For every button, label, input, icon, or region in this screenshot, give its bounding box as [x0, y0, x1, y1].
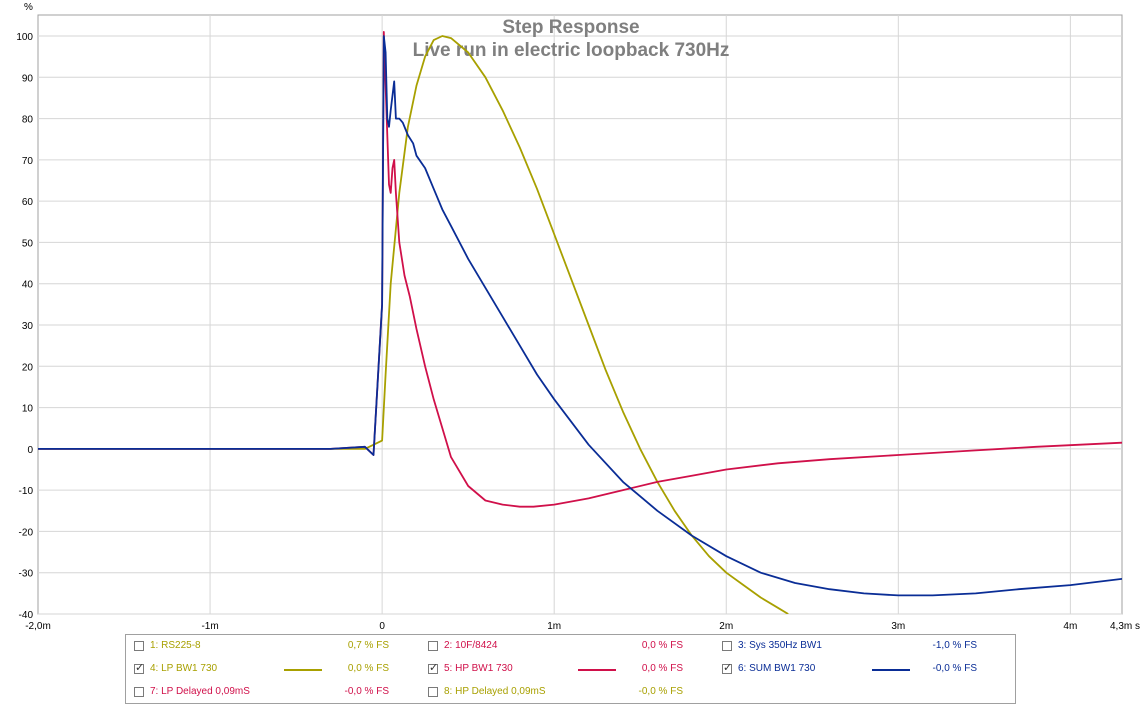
y-tick-label: 40 [22, 280, 34, 291]
y-tick-label: -40 [19, 610, 34, 621]
legend-label: 5: HP BW1 730 [444, 663, 513, 674]
check-icon: ✓ [723, 661, 733, 674]
legend-label: 2: 10F/8424 [444, 640, 498, 651]
legend-item: 7: LP Delayed 0,09mS -0,0 % FS [134, 686, 404, 701]
legend-item: 3: Sys 350Hz BW1 -1,0 % FS [722, 640, 992, 655]
legend-label: 7: LP Delayed 0,09mS [150, 686, 250, 697]
y-tick-label: 80 [22, 115, 34, 126]
legend-item: 1: RS225-8 0,7 % FS [134, 640, 404, 655]
y-tick-label: 50 [22, 238, 34, 249]
x-tick-label: 0 [379, 621, 385, 632]
y-axis-label: % [24, 2, 33, 13]
y-tick-label: 10 [22, 404, 34, 415]
y-tick-label: 60 [22, 197, 34, 208]
legend-checkbox[interactable] [134, 641, 144, 651]
legend-value: 0,0 % FS [641, 640, 683, 651]
legend-value: -1,0 % FS [932, 640, 977, 651]
y-tick-label: -20 [19, 527, 34, 538]
x-tick-label: 1m [547, 621, 561, 632]
y-tick-label: 100 [16, 32, 33, 43]
x-tick-label: -2,0m [25, 621, 51, 632]
legend-item: ✓ 4: LP BW1 730 0,0 % FS [134, 661, 404, 678]
legend-value: -0,0 % FS [638, 686, 683, 697]
x-tick-label: 4,3m s [1110, 621, 1140, 632]
legend-item: ✓ 5: HP BW1 730 0,0 % FS [428, 661, 698, 678]
legend-checkbox[interactable] [134, 687, 144, 697]
series-line-3 [38, 35, 1122, 597]
chart-title: Step Response [502, 17, 639, 38]
y-tick-label: 30 [22, 321, 34, 332]
legend-item: 8: HP Delayed 0,09mS -0,0 % FS [428, 686, 698, 701]
legend-value: 0,0 % FS [641, 663, 683, 674]
legend: 1: RS225-8 0,7 % FS 2: 10F/8424 0,0 % FS 3: … [125, 634, 1016, 704]
legend-line-swatch [284, 669, 322, 671]
chart-subtitle: Live run in electric loopback 730Hz [413, 40, 730, 61]
check-icon: ✓ [135, 661, 145, 674]
legend-label: 4: LP BW1 730 [150, 663, 218, 674]
legend-value: -0,0 % FS [344, 686, 389, 697]
series-lines [38, 30, 1122, 614]
legend-checkbox[interactable]: ✓ [134, 661, 145, 674]
legend-label: 8: HP Delayed 0,09mS [444, 686, 546, 697]
legend-line-swatch [578, 669, 616, 671]
plot-area [37, 14, 1123, 615]
legend-label: 1: RS225-8 [150, 640, 201, 651]
legend-item: 2: 10F/8424 0,0 % FS [428, 640, 698, 655]
legend-value: -0,0 % FS [932, 663, 977, 674]
y-tick-label: 0 [27, 445, 33, 456]
legend-checkbox[interactable]: ✓ [722, 661, 733, 674]
x-tick-labels: -2,0m -1m 0 1m 2m 3m 4m 4,3m s [25, 621, 1140, 632]
series-line-1 [38, 35, 789, 614]
legend-label: 6: SUM BW1 730 [738, 663, 816, 674]
legend-value: 0,7 % FS [347, 640, 389, 651]
y-tick-label: 90 [22, 73, 34, 84]
x-tick-label: 3m [891, 621, 905, 632]
y-tick-label: -10 [19, 486, 34, 497]
legend-checkbox[interactable] [722, 641, 732, 651]
legend-checkbox[interactable]: ✓ [428, 661, 439, 674]
y-tick-label: -30 [19, 569, 34, 580]
y-tick-label: 20 [22, 362, 34, 373]
legend-label: 3: Sys 350Hz BW1 [738, 640, 822, 651]
legend-item: ✓ 6: SUM BW1 730 -0,0 % FS [722, 661, 992, 678]
x-tick-label: 4m [1063, 621, 1077, 632]
check-icon: ✓ [429, 661, 439, 674]
legend-checkbox[interactable] [428, 641, 438, 651]
x-tick-label: 2m [719, 621, 733, 632]
y-tick-label: 70 [22, 156, 34, 167]
legend-checkbox[interactable] [428, 687, 438, 697]
legend-value: 0,0 % FS [347, 663, 389, 674]
x-tick-label: -1m [201, 621, 218, 632]
legend-line-swatch [872, 669, 910, 671]
